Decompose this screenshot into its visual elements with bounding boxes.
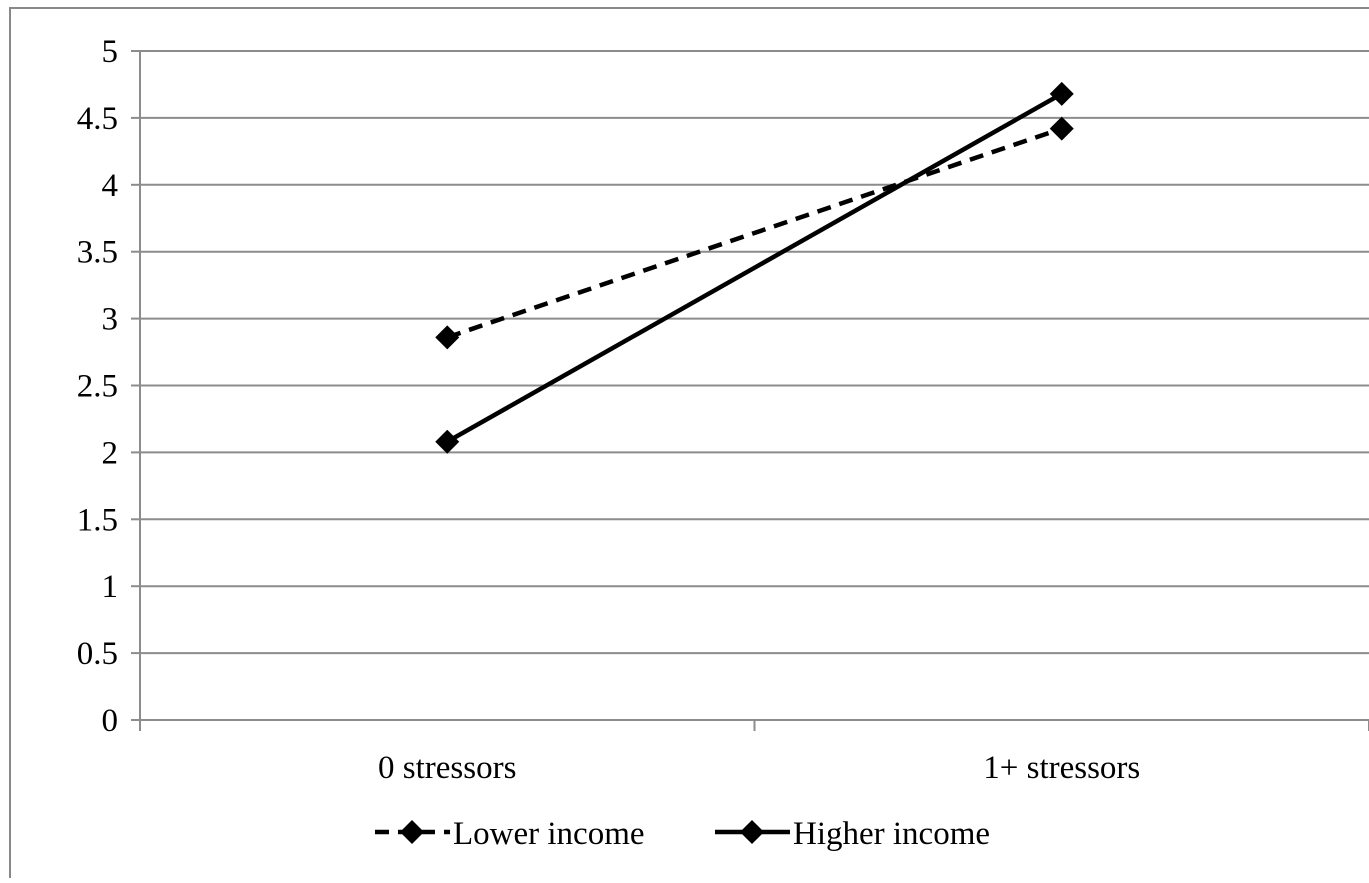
legend-item: Higher income — [715, 816, 990, 852]
legend-item: Lower income — [375, 816, 645, 852]
y-tick-label: 1 — [102, 569, 119, 605]
y-tick-label: 2 — [102, 435, 119, 471]
legend-label: Higher income — [793, 816, 990, 852]
series-lower-income — [435, 116, 1074, 350]
y-tick-label: 3.5 — [77, 235, 118, 271]
legend-marker — [400, 820, 424, 844]
y-tick-label: 0.5 — [77, 636, 118, 672]
legend-marker — [740, 820, 764, 844]
legend: Lower income Higher income — [375, 816, 990, 852]
x-tick-label: 0 stressors — [378, 750, 516, 786]
axes — [131, 50, 1369, 731]
y-tick-labels: 0 0.5 1 1.5 2 2.5 3 3.5 4 4.5 5 — [77, 34, 118, 739]
x-tick-labels: 0 stressors 1+ stressors — [378, 750, 1140, 786]
data-point-marker — [1049, 116, 1074, 141]
series-line — [446, 91, 1063, 444]
y-tick-label: 4.5 — [77, 101, 118, 137]
y-tick-label: 5 — [102, 34, 119, 70]
gridlines — [140, 50, 1369, 655]
data-point-marker — [435, 429, 460, 454]
series-line — [446, 126, 1063, 340]
series — [435, 81, 1074, 454]
y-tick-label: 1.5 — [77, 502, 118, 538]
series-higher-income — [435, 81, 1074, 454]
x-tick-label: 1+ stressors — [983, 750, 1140, 786]
y-tick-label: 2.5 — [77, 369, 118, 405]
y-tick-label: 3 — [102, 302, 119, 338]
y-tick-label: 0 — [102, 703, 119, 739]
chart-border — [9, 7, 1369, 883]
y-tick-label: 4 — [102, 168, 119, 204]
data-point-marker — [1049, 81, 1074, 106]
legend-label: Lower income — [453, 816, 645, 852]
data-point-marker — [435, 325, 460, 350]
